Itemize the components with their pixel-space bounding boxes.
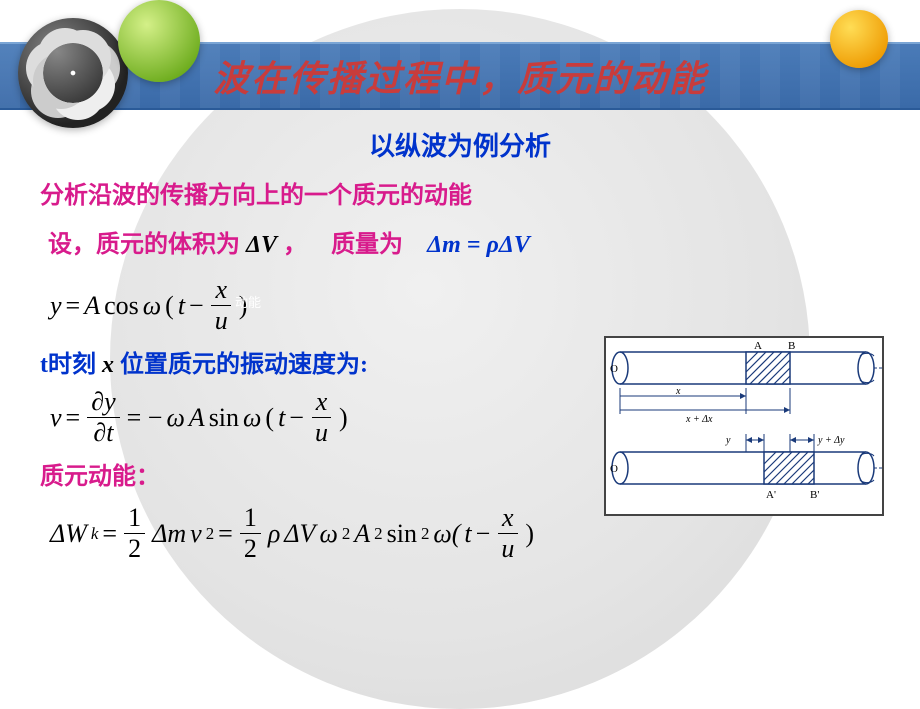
- eq: =: [66, 403, 81, 433]
- sin: sin: [387, 519, 417, 549]
- sq4: 2: [421, 524, 429, 544]
- flower-orb-icon: [830, 10, 888, 68]
- text-mass: 质量为: [331, 232, 403, 258]
- omega: ω: [166, 403, 184, 433]
- label-y: y: [725, 435, 731, 446]
- rho: ρ: [268, 519, 280, 549]
- subtitle: 以纵波为例分析: [40, 126, 880, 163]
- analysis-line: 分析沿波的传播方向上的一个质元的动能: [40, 175, 880, 210]
- frac-x-u: x u: [497, 505, 518, 562]
- eq: =: [66, 291, 81, 321]
- omega-lp: ω(: [433, 519, 460, 549]
- label-A: A: [754, 340, 762, 352]
- minus: −: [289, 403, 304, 433]
- text-volume: 设，质元的体积为: [48, 232, 240, 258]
- eq: =: [102, 519, 117, 549]
- eq2: =: [218, 519, 233, 549]
- label-O2: O: [610, 463, 618, 475]
- half2: 1 2: [240, 505, 261, 562]
- A: A: [354, 519, 370, 549]
- n1: 1: [124, 505, 145, 534]
- frac-num: x: [211, 277, 231, 306]
- wave-element-diagram: A B O x x + Δx O: [604, 336, 884, 516]
- cos: cos: [104, 291, 139, 321]
- frac-x-u: x u: [311, 389, 332, 446]
- n2: 1: [240, 505, 261, 534]
- comma: ，: [283, 232, 307, 258]
- dm: Δm: [152, 519, 186, 549]
- t: t: [464, 519, 471, 549]
- rparen: ): [525, 519, 534, 549]
- d1: 2: [124, 534, 145, 562]
- eq-neg: = −: [127, 403, 163, 433]
- omega: ω: [143, 291, 161, 321]
- frac-x-u: x u: [211, 277, 232, 334]
- leaf-orb-icon: [118, 0, 200, 82]
- k-sub: k: [91, 524, 99, 544]
- omega2: ω: [243, 403, 261, 433]
- t: t: [278, 403, 285, 433]
- minus: −: [189, 291, 204, 321]
- x-var: x: [102, 352, 114, 378]
- note-kinetic: 动能: [235, 292, 261, 311]
- volume-mass-line: 设，质元的体积为 ΔV ， 质量为 Δm = ρΔV: [48, 224, 880, 259]
- rparen: ): [339, 403, 348, 433]
- u: u: [311, 418, 332, 446]
- position-text: 位置质元的振动速度为:: [120, 352, 368, 378]
- sq3: 2: [374, 524, 382, 544]
- formula-displacement: y = A cos ω ( t − x u ): [50, 277, 870, 334]
- A-var: A: [84, 291, 100, 321]
- sq1: 2: [206, 524, 214, 544]
- dW: ΔW: [50, 519, 87, 549]
- frac-dy-dt: ∂y ∂t: [87, 389, 119, 446]
- t-moment: t时刻: [40, 352, 102, 378]
- frac-den: u: [211, 306, 232, 334]
- sin: sin: [209, 403, 239, 433]
- sq2: 2: [342, 524, 350, 544]
- label-Bp: B': [810, 489, 819, 501]
- y-var: y: [50, 291, 62, 321]
- label-Ap: A': [766, 489, 776, 501]
- x: x: [312, 389, 332, 418]
- label-B: B: [788, 340, 795, 352]
- dandelion-orb-icon: [18, 18, 128, 128]
- delta-v: ΔV: [246, 232, 277, 258]
- omega: ω: [319, 519, 337, 549]
- dy: ∂y: [87, 389, 119, 418]
- v: v: [190, 519, 202, 549]
- u: u: [497, 534, 518, 562]
- delta-m-eq: Δm = ρΔV: [427, 232, 530, 258]
- half1: 1 2: [124, 505, 145, 562]
- label-xdx: x + Δx: [685, 414, 713, 425]
- label-O1: O: [610, 363, 618, 375]
- label-x: x: [675, 386, 681, 397]
- dt: ∂t: [89, 418, 117, 446]
- minus: −: [476, 519, 491, 549]
- x: x: [498, 505, 518, 534]
- A: A: [189, 403, 205, 433]
- lparen: (: [165, 291, 174, 321]
- lparen: (: [265, 403, 274, 433]
- v-var: v: [50, 403, 62, 433]
- t-var: t: [178, 291, 185, 321]
- dV: ΔV: [284, 519, 315, 549]
- d2: 2: [240, 534, 261, 562]
- label-ydy: y + Δy: [817, 435, 845, 446]
